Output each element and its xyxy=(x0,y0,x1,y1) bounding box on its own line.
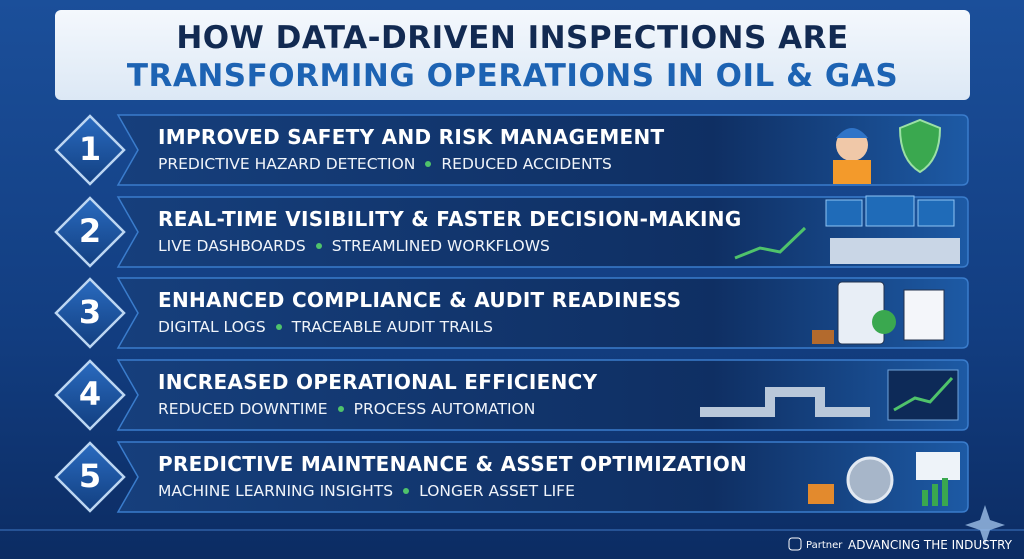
bullet-dot xyxy=(425,161,432,167)
number-diamond xyxy=(54,277,126,349)
item-point: LONGER ASSET LIFE xyxy=(419,482,575,500)
title-box: HOW DATA-DRIVEN INSPECTIONS ARE TRANSFOR… xyxy=(55,10,970,100)
item-point: DIGITAL LOGS xyxy=(158,318,266,336)
item-point: REDUCED DOWNTIME xyxy=(158,400,328,418)
item-point: PREDICTIVE HAZARD DETECTION xyxy=(158,155,416,173)
item-text: IMPROVED SAFETY AND RISK MANAGEMENT PREDI… xyxy=(158,125,798,173)
compliance-icon xyxy=(812,281,945,345)
item-text: ENHANCED COMPLIANCE & AUDIT READINESS DIG… xyxy=(158,288,798,336)
dashboard-icon xyxy=(734,195,960,264)
item-point: LIVE DASHBOARDS xyxy=(158,237,306,255)
sparkle xyxy=(965,505,1005,545)
item-point: MACHINE LEARNING INSIGHTS xyxy=(158,482,394,500)
item-text: PREDICTIVE MAINTENANCE & ASSET OPTIMIZAT… xyxy=(158,452,798,500)
item-heading: REAL-TIME VISIBILITY & FASTER DECISION-M… xyxy=(158,207,742,231)
item-point: PROCESS AUTOMATION xyxy=(353,400,536,418)
item-number: 3 xyxy=(78,293,102,331)
number-diamond xyxy=(54,359,126,431)
item-points: MACHINE LEARNING INSIGHTS LONGER ASSET LI… xyxy=(158,482,798,500)
efficiency-icon xyxy=(700,369,959,421)
item-points: REDUCED DOWNTIME PROCESS AUTOMATION xyxy=(158,400,798,418)
banner xyxy=(116,441,969,513)
item-text: INCREASED OPERATIONAL EFFICIENCY REDUCED … xyxy=(158,370,798,418)
partner-label: Partner xyxy=(806,540,843,551)
item-number: 4 xyxy=(78,375,102,413)
item-number: 5 xyxy=(78,457,102,495)
item-point: STREAMLINED WORKFLOWS xyxy=(331,237,550,255)
tagline: ADVANCING THE INDUSTRY xyxy=(848,538,1013,552)
banner xyxy=(116,114,969,186)
item-number: 2 xyxy=(78,212,102,250)
item-text: REAL-TIME VISIBILITY & FASTER DECISION-M… xyxy=(158,207,798,255)
item-points: LIVE DASHBOARDS STREAMLINED WORKFLOWS xyxy=(158,237,798,255)
partner-logo xyxy=(788,537,802,551)
title-line: HOW DATA-DRIVEN INSPECTIONS ARE xyxy=(176,20,849,56)
maintenance-icon xyxy=(808,452,960,506)
item-points: DIGITAL LOGS TRACEABLE AUDIT TRAILS xyxy=(158,318,798,336)
item-number: 1 xyxy=(78,130,102,168)
item-heading: IMPROVED SAFETY AND RISK MANAGEMENT xyxy=(158,125,665,149)
item-point: REDUCED ACCIDENTS xyxy=(441,155,612,173)
bullet-dot xyxy=(315,243,322,249)
number-diamond xyxy=(54,441,126,513)
bullet-dot xyxy=(337,406,344,412)
item-heading: INCREASED OPERATIONAL EFFICIENCY xyxy=(158,370,598,394)
banner xyxy=(116,277,969,349)
title-line: TRANSFORMING OPERATIONS IN OIL & GAS xyxy=(126,58,899,94)
number-diamond xyxy=(54,114,126,186)
bullet-dot xyxy=(275,324,282,330)
item-point: TRACEABLE AUDIT TRAILS xyxy=(291,318,493,336)
safety-icon xyxy=(833,118,942,184)
item-points: PREDICTIVE HAZARD DETECTION REDUCED ACCID… xyxy=(158,155,798,173)
bullet-dot xyxy=(403,488,410,494)
item-heading: ENHANCED COMPLIANCE & AUDIT READINESS xyxy=(158,288,682,312)
item-heading: PREDICTIVE MAINTENANCE & ASSET OPTIMIZAT… xyxy=(158,452,748,476)
number-diamond xyxy=(54,196,126,268)
